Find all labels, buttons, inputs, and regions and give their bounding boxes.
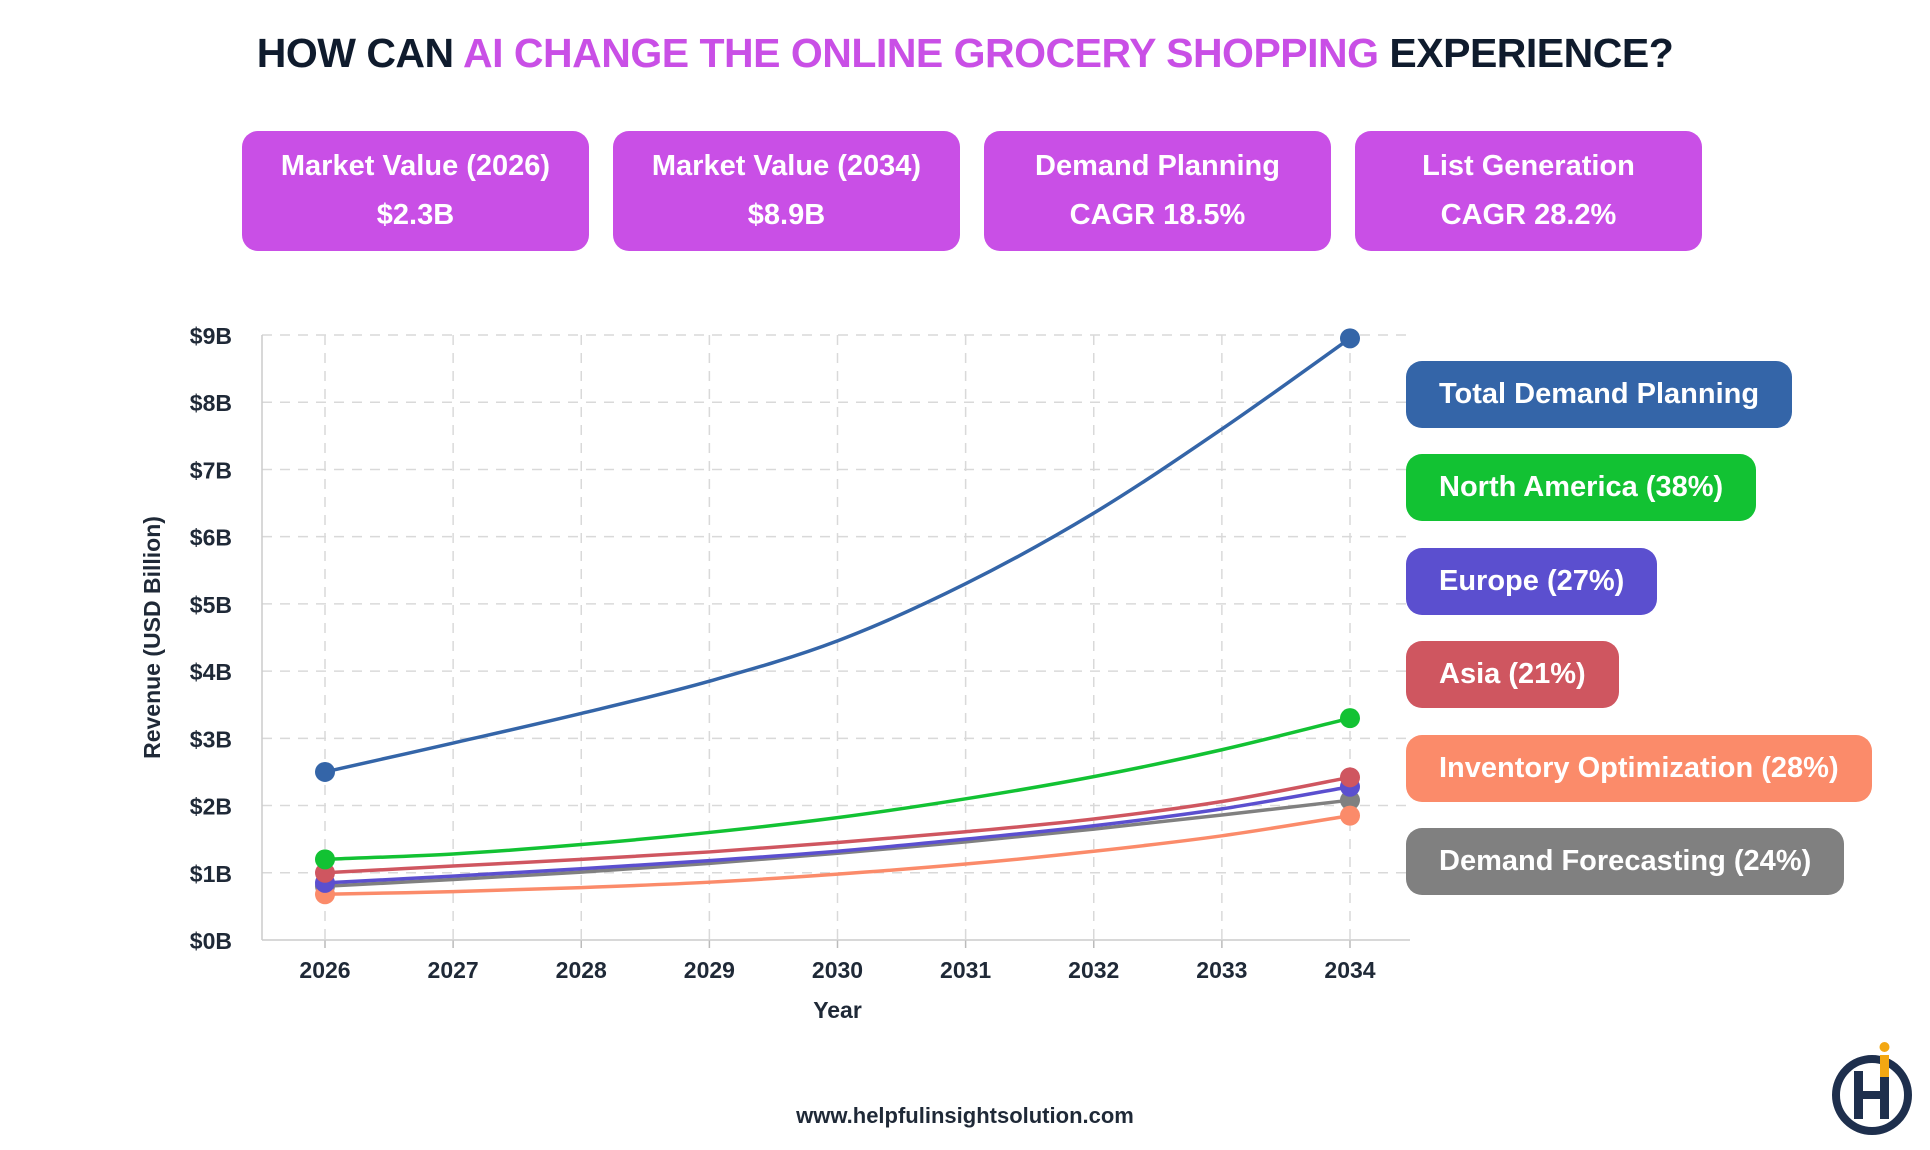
legend-item: Europe (27%) (1406, 547, 1658, 615)
stat-card-label: Market Value (2026) (280, 150, 551, 182)
stat-card-label: Demand Planning (1035, 150, 1280, 182)
series-point-end (1340, 767, 1360, 788)
series-line (324, 813, 1351, 897)
legend-item: Asia (21%) (1406, 641, 1619, 709)
footer-url: www.helpfulinsightsolution.com (796, 1103, 1134, 1128)
legend-item: Inventory Optimization (28%) (1406, 734, 1872, 802)
series-line (324, 775, 1351, 875)
series-line (324, 785, 1351, 885)
stat-card-value: $8.9B (747, 199, 826, 231)
series-point-end (1340, 328, 1360, 349)
y-tick-label: $7B (190, 457, 232, 483)
y-tick-label: $1B (190, 861, 232, 887)
x-axis-title: Year (813, 997, 862, 1023)
stat-card-value: CAGR 18.5% (1069, 199, 1246, 231)
stat-cards: Market Value (2026) $2.3B Market Value (… (242, 131, 1702, 251)
y-tick-label: $2B (190, 794, 232, 820)
stat-card-demand-planning: Demand Planning CAGR 18.5% (984, 131, 1331, 251)
stat-card-label: List Generation (1422, 150, 1635, 182)
x-tick-label: 2027 (428, 957, 479, 983)
series-point-end (1340, 805, 1360, 826)
x-tick-label: 2031 (940, 957, 991, 983)
series-point-end (1340, 708, 1360, 729)
legend-item: Demand Forecasting (24%) (1406, 828, 1845, 895)
x-tick-label: 2030 (812, 957, 863, 983)
series-line (324, 336, 1352, 774)
legend-item: Total Demand Planning (1406, 361, 1793, 428)
x-tick-label: 2034 (1324, 957, 1375, 983)
x-tick-label: 2032 (1068, 957, 1119, 983)
stat-card-market-value-2026: Market Value (2026) $2.3B (242, 131, 589, 251)
y-tick-label: $3B (190, 726, 232, 752)
y-tick-label: $6B (190, 525, 232, 551)
stat-card-value: CAGR 28.2% (1440, 199, 1617, 231)
title-part-2: EXPERIENCE? (1378, 30, 1674, 76)
stat-card-label: Market Value (2034) (651, 150, 922, 182)
brand-logo-icon (1832, 1042, 1912, 1135)
legend-item: North America (38%) (1406, 454, 1757, 522)
y-tick-label: $5B (190, 592, 232, 618)
y-axis-title: Revenue (USD Billion) (139, 516, 165, 759)
title-highlight: AI CHANGE THE ONLINE GROCERY SHOPPING (463, 30, 1379, 76)
y-tick-label: $9B (190, 323, 232, 349)
x-tick-label: 2029 (684, 957, 735, 983)
y-tick-label: $4B (190, 659, 232, 685)
x-tick-label: 2028 (556, 957, 607, 983)
x-tick-label: 2033 (1196, 957, 1247, 983)
stat-card-value: $2.3B (376, 199, 455, 231)
series-line (324, 716, 1351, 862)
page-title: HOW CAN AI CHANGE THE ONLINE GROCERY SHO… (0, 30, 1930, 77)
title-part-1: HOW CAN (256, 30, 464, 76)
series-line (324, 798, 1351, 888)
y-tick-label: $8B (190, 390, 232, 416)
y-tick-label: $0B (190, 928, 232, 954)
x-tick-label: 2026 (299, 957, 350, 983)
series-point-start (315, 761, 335, 782)
series-point-start (315, 849, 335, 870)
stat-card-market-value-2034: Market Value (2034) $8.9B (613, 131, 960, 251)
stat-card-list-generation: List Generation CAGR 28.2% (1355, 131, 1702, 251)
